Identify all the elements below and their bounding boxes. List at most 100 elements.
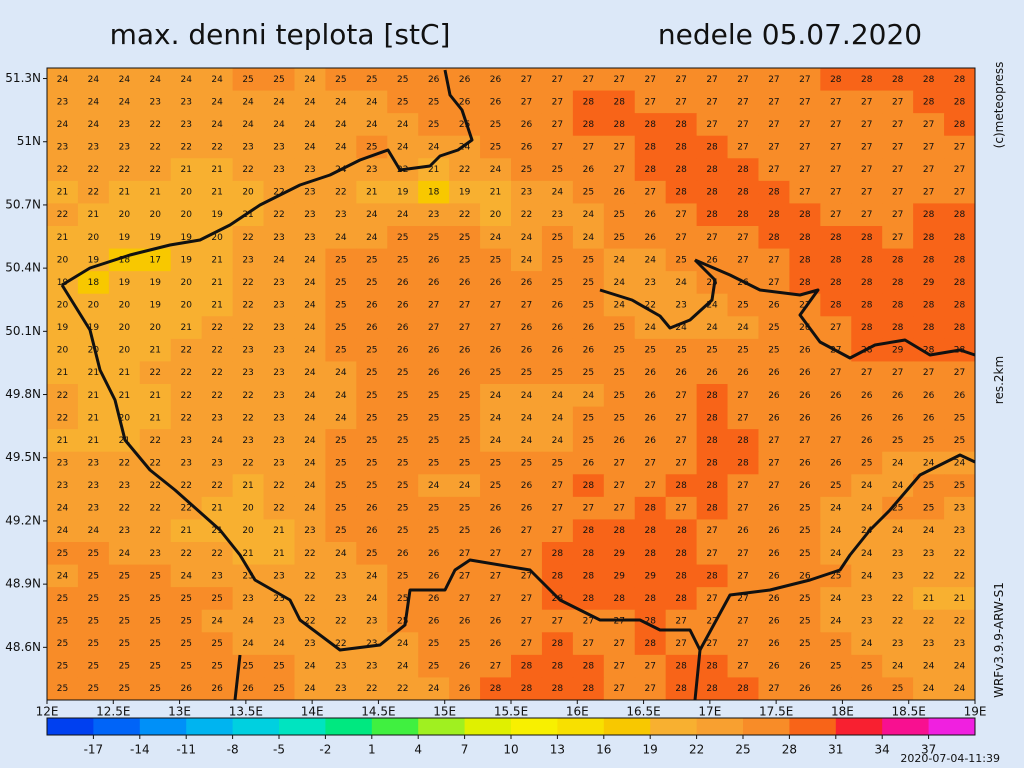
grid-cell — [758, 271, 790, 295]
grid-value: 28 — [706, 481, 718, 491]
grid-value: 26 — [830, 459, 842, 469]
grid-cell — [201, 271, 234, 295]
grid-value: 21 — [242, 210, 253, 220]
grid-cell — [480, 316, 512, 340]
grid-value: 28 — [830, 75, 842, 85]
grid-cell — [325, 361, 357, 385]
grid-value: 23 — [211, 459, 222, 469]
grid-value: 22 — [242, 391, 253, 401]
grid-value: 24 — [304, 301, 316, 311]
grid-cell — [882, 654, 914, 678]
grid-value: 25 — [88, 662, 99, 672]
grid-value: 25 — [459, 255, 470, 265]
grid-value: 23 — [273, 413, 284, 423]
grid-cell — [572, 316, 605, 340]
grid-cell — [665, 406, 698, 430]
grid-cell — [356, 609, 388, 633]
grid-cell — [634, 293, 667, 317]
grid-value: 27 — [490, 662, 501, 672]
grid-cell — [356, 68, 388, 92]
grid-value: 21 — [490, 188, 501, 198]
grid-value: 24 — [335, 143, 347, 153]
grid-cell — [139, 632, 172, 656]
grid-cell — [882, 203, 914, 227]
grid-cell — [851, 180, 883, 204]
grid-cell — [665, 90, 698, 114]
colorbar-swatch — [789, 718, 837, 735]
grid-cell — [170, 113, 203, 137]
grid-cell — [480, 496, 512, 520]
grid-cell — [294, 542, 326, 566]
colorbar-tick-label: -17 — [84, 743, 104, 757]
grid-value: 26 — [180, 684, 192, 694]
border-line — [60, 284, 976, 652]
grid-value: 20 — [180, 278, 192, 288]
grid-value: 23 — [273, 143, 284, 153]
grid-value: 22 — [211, 143, 222, 153]
grid-cell — [47, 338, 79, 362]
grid-value: 27 — [644, 459, 655, 469]
grid-cell — [882, 180, 914, 204]
grid-cell — [47, 587, 79, 611]
grid-value: 24 — [428, 143, 440, 153]
grid-cell — [418, 542, 450, 566]
grid-cell — [294, 135, 326, 159]
grid-value: 21 — [150, 346, 161, 356]
grid-cell — [201, 113, 234, 137]
grid-cell — [789, 338, 821, 362]
grid-value: 21 — [88, 413, 99, 423]
grid-value: 25 — [799, 549, 810, 559]
grid-value: 24 — [366, 97, 378, 107]
grid-cell — [449, 519, 481, 543]
grid-cell — [789, 519, 821, 543]
grid-value: 20 — [150, 210, 162, 220]
grid-value: 26 — [428, 549, 440, 559]
grid-cell — [789, 158, 821, 182]
grid-cell — [511, 406, 543, 430]
grid-cell — [263, 338, 295, 362]
grid-cell — [634, 271, 667, 295]
grid-cell — [758, 474, 790, 498]
grid-cell — [789, 542, 821, 566]
grid-cell — [820, 113, 852, 137]
grid-value: 25 — [583, 255, 594, 265]
grid-cell — [882, 519, 914, 543]
grid-value: 27 — [861, 97, 872, 107]
grid-value: 23 — [366, 639, 377, 649]
grid-value: 26 — [521, 323, 533, 333]
colorbar-swatch — [557, 718, 605, 735]
grid-cell — [634, 542, 667, 566]
grid-value: 25 — [366, 368, 377, 378]
grid-cell — [108, 135, 141, 159]
grid-cell — [944, 519, 976, 543]
grid-value: 27 — [706, 97, 717, 107]
grid-cell — [789, 180, 821, 204]
grid-value: 27 — [552, 504, 563, 514]
grid-cell — [170, 248, 203, 272]
grid-value: 26 — [861, 436, 873, 446]
grid-value: 24 — [490, 413, 502, 423]
lat-tick-label: 51N — [17, 134, 41, 148]
grid-value: 23 — [211, 413, 222, 423]
grid-value: 25 — [552, 165, 563, 175]
grid-cell — [480, 474, 512, 498]
grid-value: 22 — [273, 188, 284, 198]
grid-cell — [696, 293, 729, 317]
grid-value: 27 — [737, 413, 748, 423]
grid-value: 28 — [583, 684, 595, 694]
grid-cell — [634, 429, 667, 453]
grid-cell — [944, 226, 976, 250]
grid-value: 25 — [119, 684, 130, 694]
grid-cell — [263, 542, 295, 566]
grid-cell — [449, 90, 481, 114]
grid-value: 24 — [552, 188, 564, 198]
grid-value: 27 — [892, 120, 903, 130]
grid-cell — [201, 654, 234, 678]
grid-value: 22 — [180, 481, 191, 491]
grid-value: 25 — [397, 617, 408, 627]
grid-value: 23 — [88, 143, 99, 153]
grid-value: 19 — [180, 255, 192, 265]
grid-value: 19 — [57, 323, 69, 333]
grid-cell — [511, 542, 543, 566]
grid-cell — [139, 384, 172, 408]
